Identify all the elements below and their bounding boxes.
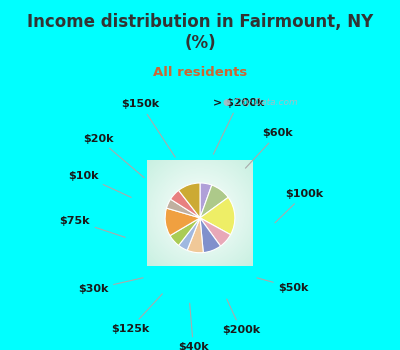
Text: $125k: $125k	[111, 294, 162, 334]
Wedge shape	[200, 218, 220, 253]
Text: $20k: $20k	[83, 134, 144, 178]
Wedge shape	[170, 218, 200, 245]
Wedge shape	[170, 190, 200, 218]
Text: ● City-Data.com: ● City-Data.com	[224, 98, 298, 107]
Text: $100k: $100k	[275, 189, 324, 223]
Text: $10k: $10k	[68, 170, 131, 197]
Text: $200k: $200k	[222, 299, 260, 335]
Text: $150k: $150k	[122, 99, 175, 157]
Wedge shape	[200, 218, 230, 246]
Wedge shape	[165, 208, 200, 236]
Text: > $200k: > $200k	[213, 98, 264, 154]
Text: $40k: $40k	[178, 303, 209, 350]
Wedge shape	[200, 197, 235, 235]
Wedge shape	[166, 199, 200, 218]
Text: $60k: $60k	[246, 128, 293, 168]
Text: Income distribution in Fairmount, NY
(%): Income distribution in Fairmount, NY (%)	[27, 13, 373, 52]
Text: $30k: $30k	[78, 278, 143, 294]
Wedge shape	[187, 218, 203, 253]
Text: All residents: All residents	[153, 66, 247, 79]
Text: $75k: $75k	[59, 216, 125, 237]
Wedge shape	[179, 218, 200, 250]
Wedge shape	[200, 185, 228, 218]
Wedge shape	[179, 183, 200, 218]
Wedge shape	[200, 183, 212, 218]
Text: $50k: $50k	[257, 278, 309, 293]
